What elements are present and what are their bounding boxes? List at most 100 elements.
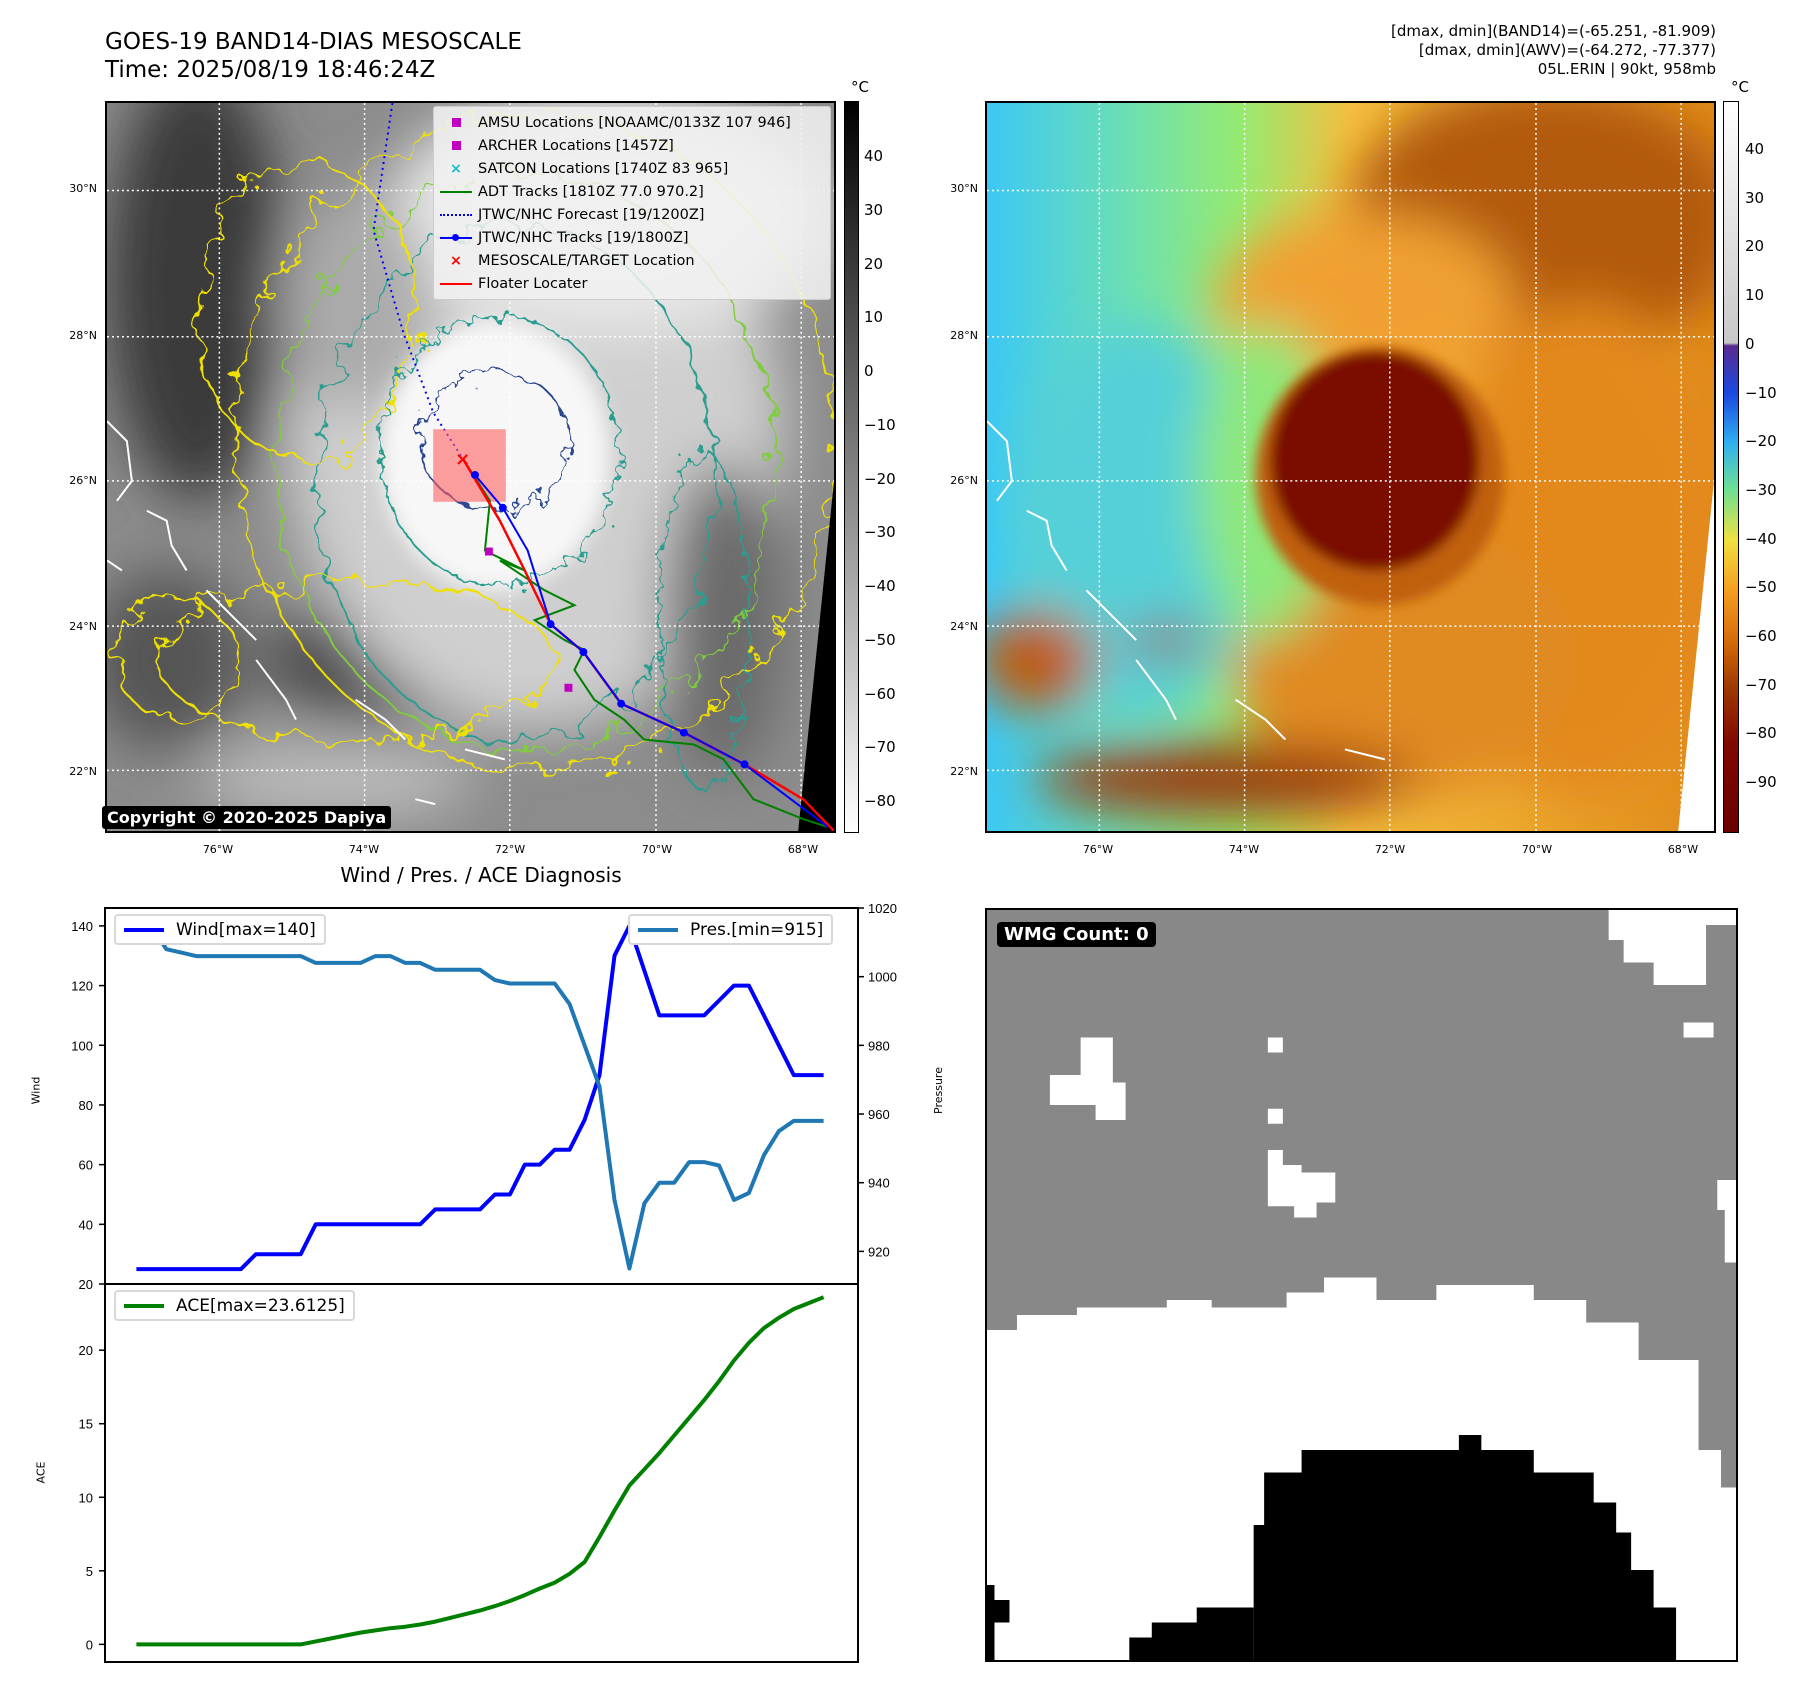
figure-time: Time: 2025/08/19 18:46:24Z (105, 57, 436, 83)
legend-label: SATCON Locations [1740Z 83 965] (478, 160, 729, 177)
wmg-count-badge: WMG Count: 0 (997, 922, 1156, 947)
archer-location (484, 547, 493, 556)
pressure-tick-label: 920 (868, 1244, 890, 1259)
colorbar-tick: −70 (864, 738, 896, 757)
lon-label: 68°W (1667, 843, 1699, 856)
colorbar-tick: −60 (1745, 627, 1777, 645)
colorbar-tick: −40 (864, 577, 896, 595)
colorbar-tick: −30 (1745, 480, 1777, 499)
wind-tick-label: 100 (71, 1038, 93, 1053)
lon-label: 72°W (1374, 843, 1406, 856)
wind-legend: Wind[max=140] (114, 914, 326, 945)
legend-item-archer: ARCHER Locations [1457Z] (434, 134, 830, 157)
awv-map-canvas (987, 103, 1714, 831)
ace-axes (104, 1283, 859, 1663)
chart-title: Wind / Pres. / ACE Diagnosis (340, 863, 622, 887)
colorbar-tick: −70 (1745, 675, 1777, 694)
storm-info: 05L.ERIN | 90kt, 958mb (1537, 60, 1716, 78)
colorbar-tick: −20 (864, 469, 896, 488)
wind-tick-label: 60 (79, 1158, 93, 1173)
colorbar-tick: −60 (864, 684, 896, 703)
map-legend: AMSU Locations [NOAAMC/0133Z 107 946] AR… (433, 106, 831, 300)
target-marker: × (455, 449, 470, 470)
band14-range: [dmax, dmin](BAND14)=(-65.251, -81.909) (1391, 22, 1716, 40)
wind-axis-label: Wind (29, 1076, 43, 1105)
legend-item-forecast: JTWC/NHC Forecast [19/1200Z] (434, 203, 830, 226)
pressure-series-line (136, 923, 824, 1271)
pressure-tick-label: 940 (868, 1176, 890, 1191)
pressure-tick-label: 1020 (868, 901, 897, 916)
ace-tick-label: 0 (86, 1637, 93, 1652)
legend-item-adt: ADT Tracks [1810Z 77.0 970.2] (434, 180, 830, 203)
lat-label: 28°N (950, 329, 978, 342)
ace-tick-label: 15 (79, 1417, 93, 1432)
lon-label: 68°W (787, 843, 819, 856)
line-icon (440, 282, 472, 285)
colorbar-tick: −10 (1745, 383, 1777, 402)
figure-title: GOES-19 BAND14-DIAS MESOSCALE (105, 29, 522, 55)
pressure-tick-label: 960 (868, 1107, 890, 1122)
square-marker-icon (451, 141, 461, 150)
legend-item-amsu: AMSU Locations [NOAAMC/0133Z 107 946] (434, 111, 830, 134)
legend-item-nhc-tracks: JTWC/NHC Tracks [19/1800Z] (434, 226, 830, 249)
lat-label: 24°N (69, 620, 97, 633)
pressure-tick-label: 1000 (868, 970, 897, 985)
ace-axis-label: ACE (34, 1461, 48, 1484)
coastlines (107, 420, 506, 806)
colorbar-tick: 0 (1745, 334, 1755, 353)
lat-label: 22°N (950, 765, 978, 778)
pressure-legend: Pres.[min=915] (628, 914, 834, 945)
ace-series-line (136, 1295, 825, 1647)
legend-item-target: × MESOSCALE/TARGET Location (434, 249, 830, 272)
graticule (987, 103, 1714, 831)
legend-label: Floater Locater (478, 275, 588, 292)
ace-tick-label: 20 (79, 1343, 93, 1358)
legend-label: JTWC/NHC Forecast [19/1200Z] (478, 206, 705, 223)
pressure-axis-label: Pressure (931, 1067, 945, 1114)
awv-colorbar (1723, 101, 1739, 833)
wind-tick-label: 140 (71, 919, 93, 934)
amsu-location (564, 683, 573, 692)
mesoscale-box (433, 429, 506, 502)
ace-legend-label: ACE[max=23.6125] (176, 1295, 345, 1316)
colorbar-tick: 40 (864, 147, 884, 165)
lon-label: 74°W (348, 843, 380, 856)
info-block: [dmax, dmin](BAND14)=(-65.251, -81.909) … (1391, 22, 1716, 79)
colorbar-tick: 40 (1745, 140, 1765, 158)
x-marker-icon: × (449, 252, 463, 269)
wmg-mask (987, 910, 1736, 1660)
wmg-gray-region (987, 910, 1736, 1488)
colorbar-tick: −50 (1745, 578, 1777, 597)
lat-label: 28°N (69, 329, 97, 342)
wind-legend-label: Wind[max=140] (176, 919, 316, 940)
colorbar-tick: −80 (864, 792, 896, 810)
legend-item-satcon: × SATCON Locations [1740Z 83 965] (434, 157, 830, 180)
wind-series-line (136, 923, 824, 1272)
wind-line-icon (124, 927, 164, 932)
colorbar-tick: 10 (864, 308, 884, 327)
wind-tick-label: 20 (79, 1277, 93, 1292)
pressure-line-icon (638, 927, 678, 932)
ace-tick-label: 10 (79, 1490, 93, 1505)
awv-color-map (985, 101, 1716, 833)
legend-label: ADT Tracks [1810Z 77.0 970.2] (478, 183, 704, 200)
ace-legend: ACE[max=23.6125] (114, 1290, 355, 1321)
right-unit-label: °C (1731, 78, 1749, 96)
lon-label: 72°W (494, 843, 526, 856)
colorbar-tick: 30 (1745, 188, 1765, 207)
left-unit-label: °C (851, 78, 869, 96)
wmg-panel (985, 908, 1738, 1662)
colorbar-tick: −50 (864, 630, 896, 649)
pressure-legend-label: Pres.[min=915] (690, 919, 824, 940)
colorbar-tick: −10 (864, 415, 896, 434)
colorbar-tick: −30 (864, 523, 896, 542)
colorbar-tick: 10 (1745, 286, 1765, 305)
colorbar-tick: −80 (1745, 724, 1777, 743)
wind-tick-label: 80 (79, 1098, 93, 1113)
colorbar-tick: 20 (864, 254, 884, 273)
legend-item-floater: Floater Locater (434, 272, 830, 295)
x-marker-icon: × (449, 160, 463, 177)
colorbar-tick: −40 (1745, 529, 1777, 548)
dotted-line-icon (440, 213, 472, 216)
copyright-label: Copyright © 2020-2025 Dapiya (102, 806, 392, 829)
